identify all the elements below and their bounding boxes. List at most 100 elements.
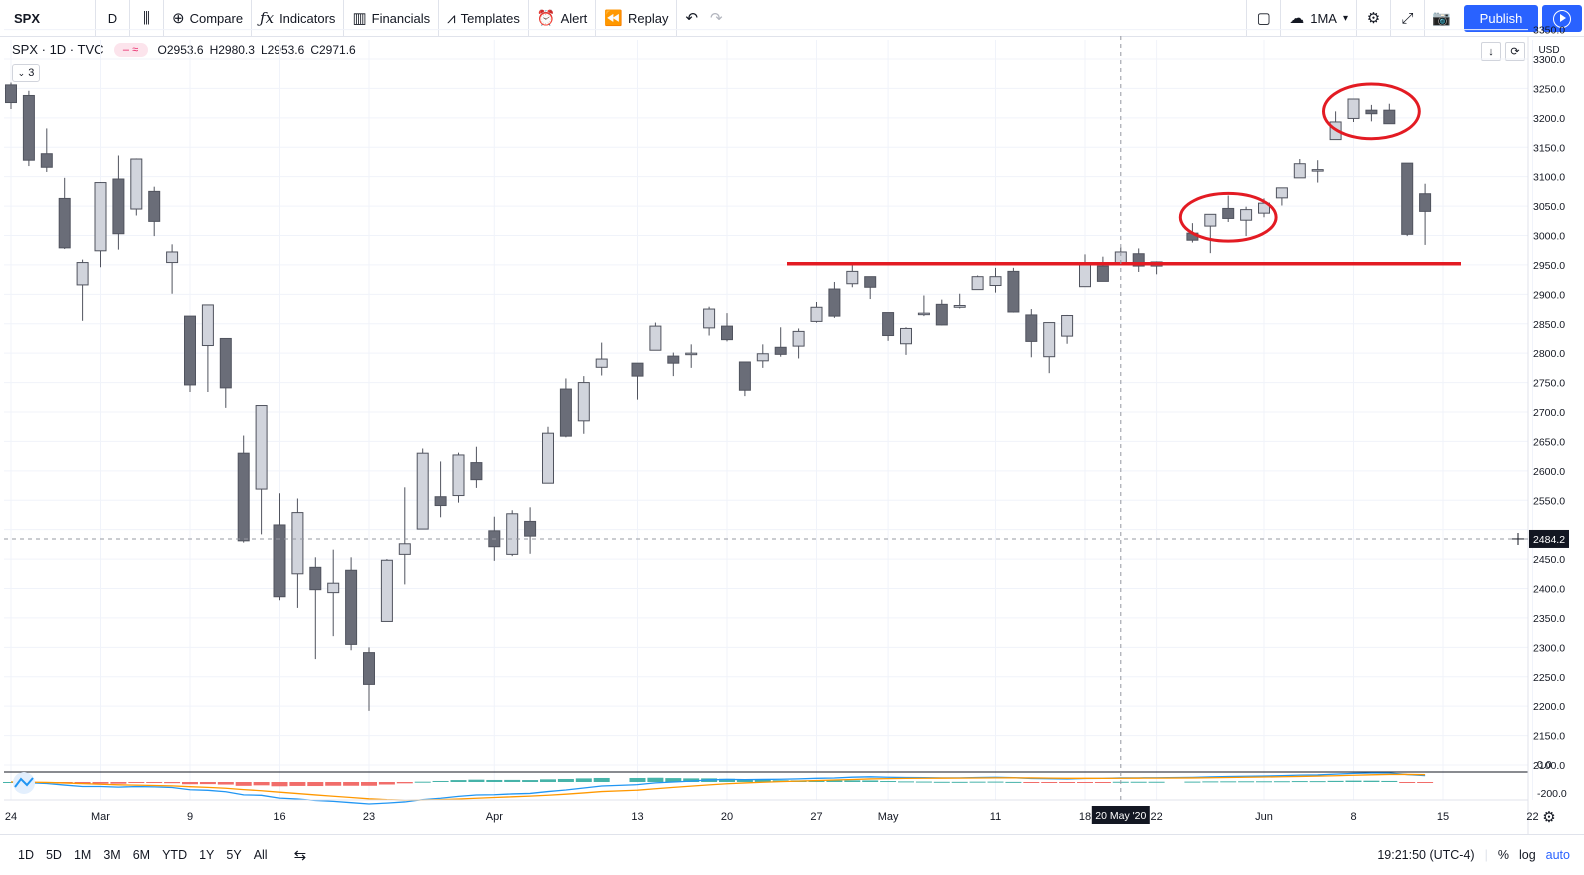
layout-button[interactable]: ☁ 1MA ▾ xyxy=(1280,0,1356,36)
candle-body xyxy=(559,388,572,437)
range-button-5d[interactable]: 5D xyxy=(45,848,62,862)
legend-status-icon[interactable]: – ≈ xyxy=(113,42,148,57)
candle-body xyxy=(685,352,698,356)
price-chart[interactable]: USD2100.02150.02200.02250.02300.02350.02… xyxy=(0,0,1584,834)
macd-histogram-bar xyxy=(343,782,360,786)
chart-type-button[interactable]: ⫼ xyxy=(130,0,164,36)
candle-body xyxy=(1419,193,1432,212)
candle-body xyxy=(864,276,877,288)
gear-icon: ⚙ xyxy=(1366,9,1381,27)
candle-body xyxy=(148,190,161,222)
candle-body xyxy=(810,306,823,322)
macd-histogram-bar xyxy=(629,777,646,782)
macd-histogram-bar xyxy=(951,781,968,783)
candle-body xyxy=(542,432,554,484)
macd-histogram-bar xyxy=(1094,782,1111,783)
arrow-down-icon[interactable]: ↓ xyxy=(1481,42,1501,61)
undo-redo: ↶ ↷ xyxy=(677,0,730,36)
macd-histogram-bar xyxy=(396,782,413,784)
replay-button[interactable]: ⏪ Replay xyxy=(596,0,678,36)
candle-body xyxy=(774,346,787,355)
macd-histogram-bar xyxy=(92,782,109,784)
macd-histogram-bar xyxy=(1273,781,1290,783)
macd-histogram-bar xyxy=(665,778,682,782)
expand-icon: ⤢ xyxy=(1401,9,1414,27)
macd-histogram-bar xyxy=(1202,781,1219,783)
log-toggle[interactable]: log xyxy=(1518,848,1536,862)
financials-button[interactable]: ▥ Financials xyxy=(344,0,440,36)
time-tick-label: 9 xyxy=(187,811,193,823)
candle-body xyxy=(524,520,537,537)
signal-line xyxy=(10,773,1426,801)
interval-button[interactable]: D xyxy=(96,0,130,36)
symbol-search[interactable]: SPX xyxy=(0,0,96,36)
indicators-button[interactable]: ƒx Indicators xyxy=(252,0,345,36)
price-tick-label: 3000.0 xyxy=(1533,231,1565,243)
legend-title[interactable]: SPX · 1D · TVC xyxy=(12,42,104,57)
gear-icon[interactable]: ⚙ xyxy=(1542,809,1555,826)
range-button-all[interactable]: All xyxy=(253,848,268,862)
calendar-goto-icon[interactable]: ⇆ xyxy=(293,847,307,864)
refresh-icon[interactable]: ⟳ xyxy=(1505,42,1525,61)
range-button-1y[interactable]: 1Y xyxy=(199,848,215,862)
currency-box xyxy=(1534,42,1566,57)
range-button-1m[interactable]: 1M xyxy=(73,848,92,862)
range-button-ytd[interactable]: YTD xyxy=(162,848,188,862)
legend-open: O2953.6 xyxy=(157,42,204,57)
candle-body xyxy=(1240,209,1253,221)
layout-label: 1MA xyxy=(1310,10,1337,26)
candle-body xyxy=(1025,314,1038,342)
price-tick-label: 2200.0 xyxy=(1533,701,1565,713)
candle-body xyxy=(846,270,859,285)
highlight-ellipse xyxy=(1322,82,1421,141)
settings-button[interactable]: ⚙ xyxy=(1356,0,1390,36)
macd-histogram-bar xyxy=(1238,781,1255,783)
range-button-3m[interactable]: 3M xyxy=(103,848,121,862)
price-tick-label: 2400.0 xyxy=(1533,584,1565,596)
candle-body xyxy=(953,305,966,308)
macd-histogram-bar xyxy=(969,781,986,783)
macd-histogram-bar xyxy=(361,782,377,786)
compare-button[interactable]: ⊕ Compare xyxy=(164,0,253,36)
publish-button[interactable]: Publish xyxy=(1464,5,1538,32)
price-tick-label: 2750.0 xyxy=(1533,378,1565,390)
alert-button[interactable]: ⏰ Alert xyxy=(529,0,597,36)
macd-histogram-bar xyxy=(862,780,879,782)
range-button-6m[interactable]: 6M xyxy=(132,848,151,862)
percent-toggle[interactable]: % xyxy=(1497,848,1509,862)
range-button-5y[interactable]: 5Y xyxy=(226,848,242,862)
redo-icon[interactable]: ↷ xyxy=(710,9,723,27)
candle-body xyxy=(416,452,429,530)
candle-body xyxy=(184,315,196,386)
macd-histogram-bar xyxy=(1023,782,1040,783)
price-tick-label: 3150.0 xyxy=(1533,142,1565,154)
clock-time[interactable]: 19:21:50 (UTC-4) xyxy=(1377,848,1475,862)
macd-histogram-bar xyxy=(1345,780,1362,782)
undo-icon[interactable]: ↶ xyxy=(685,9,699,27)
fullscreen-toggle[interactable]: ▢ xyxy=(1246,0,1280,36)
snapshot-button[interactable]: 📷 xyxy=(1424,0,1458,36)
publish-label: Publish xyxy=(1479,11,1523,26)
auto-toggle[interactable]: auto xyxy=(1545,848,1570,862)
price-tick-label: 3350.0 xyxy=(1533,25,1565,37)
macd-histogram-bar xyxy=(844,780,861,782)
legend-collapse-button[interactable]: ⌄ 3 xyxy=(12,64,40,82)
macd-histogram-bar xyxy=(164,782,181,784)
price-tick-label: 2250.0 xyxy=(1533,672,1565,684)
range-button-1d[interactable]: 1D xyxy=(18,848,34,862)
macd-histogram-bar xyxy=(289,782,306,786)
price-tick-label: 2300.0 xyxy=(1533,642,1565,654)
candle-body xyxy=(309,566,322,591)
templates-button[interactable]: ⩘ Templates xyxy=(439,0,529,36)
price-tick-label: 2900.0 xyxy=(1533,289,1565,301)
macd-histogram-bar xyxy=(378,782,395,785)
expand-button[interactable]: ⤢ xyxy=(1390,0,1424,36)
chevron-down-icon: ⌄ xyxy=(17,67,26,78)
macd-histogram-bar xyxy=(199,782,216,785)
candle-body xyxy=(631,362,644,377)
price-tick-label: 2100.0 xyxy=(1533,760,1565,772)
play-button[interactable] xyxy=(1542,5,1582,32)
candle-body xyxy=(900,327,912,345)
price-tick-label: 3200.0 xyxy=(1533,113,1565,125)
price-tick-label: 3250.0 xyxy=(1533,83,1565,95)
